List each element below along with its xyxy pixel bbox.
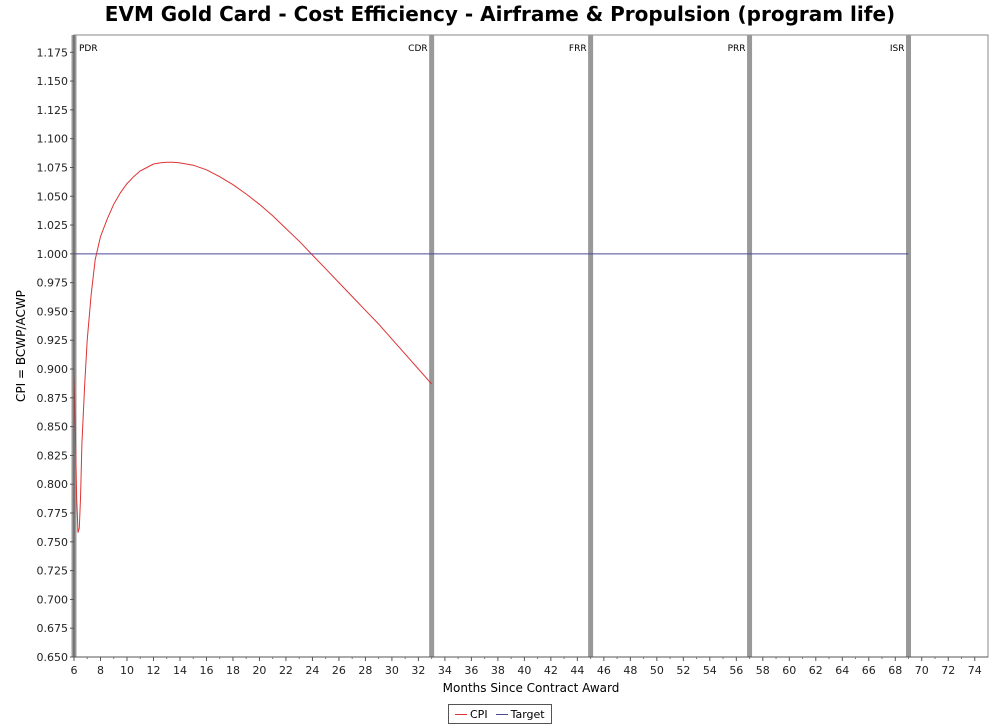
x-tick-label: 10 bbox=[120, 664, 134, 677]
y-axis-title: CPI = BCWP/ACWP bbox=[14, 290, 28, 402]
y-tick-label: 0.875 bbox=[37, 392, 69, 405]
milestone-label-frr: FRR bbox=[569, 44, 587, 54]
y-tick-label: 0.675 bbox=[37, 622, 69, 635]
x-tick-label: 64 bbox=[835, 664, 849, 677]
y-tick-label: 0.900 bbox=[37, 363, 69, 376]
x-tick-label: 46 bbox=[597, 664, 611, 677]
y-tick-label: 1.125 bbox=[37, 104, 69, 117]
legend-label-cpi: CPI bbox=[470, 707, 488, 721]
x-tick-label: 18 bbox=[226, 664, 240, 677]
x-tick-label: 52 bbox=[676, 664, 690, 677]
x-tick-label: 24 bbox=[305, 664, 319, 677]
x-tick-label: 68 bbox=[888, 664, 902, 677]
x-tick-label: 36 bbox=[464, 664, 478, 677]
x-tick-label: 26 bbox=[332, 664, 346, 677]
x-tick-label: 8 bbox=[97, 664, 104, 677]
milestone-label-prr: PRR bbox=[728, 44, 746, 54]
y-tick-label: 0.775 bbox=[37, 507, 69, 520]
x-tick-label: 28 bbox=[358, 664, 372, 677]
legend-item-cpi: CPI bbox=[455, 708, 488, 721]
legend-swatch-target bbox=[495, 713, 508, 715]
y-tick-label: 1.100 bbox=[37, 133, 69, 146]
milestone-label-cdr: CDR bbox=[408, 44, 427, 54]
x-tick-label: 72 bbox=[941, 664, 955, 677]
y-tick-label: 0.750 bbox=[37, 536, 69, 549]
x-tick-label: 60 bbox=[782, 664, 796, 677]
y-tick-label: 0.825 bbox=[37, 449, 69, 462]
x-tick-label: 74 bbox=[968, 664, 982, 677]
chart-title: EVM Gold Card - Cost Efficiency - Airfra… bbox=[104, 2, 896, 26]
x-tick-label: 20 bbox=[252, 664, 266, 677]
x-tick-label: 38 bbox=[491, 664, 505, 677]
milestone-label-pdr: PDR bbox=[79, 44, 98, 54]
y-tick-label: 1.050 bbox=[37, 190, 69, 203]
y-tick-label: 0.700 bbox=[37, 593, 69, 606]
x-tick-label: 58 bbox=[756, 664, 770, 677]
x-tick-label: 40 bbox=[517, 664, 531, 677]
legend-swatch-cpi bbox=[455, 713, 467, 715]
x-tick-label: 44 bbox=[570, 664, 584, 677]
x-tick-label: 32 bbox=[411, 664, 425, 677]
y-tick-label: 0.925 bbox=[37, 334, 69, 347]
x-tick-label: 56 bbox=[729, 664, 743, 677]
y-tick-label: 1.025 bbox=[37, 219, 69, 232]
y-tick-label: 0.975 bbox=[37, 277, 69, 290]
x-tick-label: 14 bbox=[173, 664, 187, 677]
y-tick-label: 1.075 bbox=[37, 161, 69, 174]
plot-area bbox=[73, 34, 989, 658]
milestone-label-isr: ISR bbox=[890, 44, 905, 54]
y-tick-label: 0.725 bbox=[37, 565, 69, 578]
x-tick-label: 6 bbox=[71, 664, 78, 677]
chart-plot: PDR CDR FRR PRR ISR 0.650 0.675 0.700 0.725 0.75… bbox=[14, 34, 989, 695]
y-tick-label: 0.650 bbox=[37, 651, 69, 664]
x-tick-label: 50 bbox=[650, 664, 664, 677]
x-tick-label: 12 bbox=[146, 664, 160, 677]
y-tick-label: 1.000 bbox=[37, 248, 69, 261]
x-axis-title: Months Since Contract Award bbox=[443, 681, 620, 695]
x-tick-label: 16 bbox=[199, 664, 213, 677]
y-tick-label: 0.950 bbox=[37, 305, 69, 318]
y-tick-label: 0.800 bbox=[37, 478, 69, 491]
x-tick-label: 22 bbox=[279, 664, 293, 677]
x-tick-label: 30 bbox=[385, 664, 399, 677]
series-line-cpi bbox=[73, 161, 433, 533]
x-tick-label: 34 bbox=[438, 664, 452, 677]
legend-label-target: Target bbox=[510, 707, 545, 721]
legend: CPI Target bbox=[448, 704, 552, 724]
x-tick-label: 42 bbox=[544, 664, 558, 677]
x-tick-label: 54 bbox=[703, 664, 717, 677]
x-tick-label: 48 bbox=[623, 664, 637, 677]
x-tick-label: 62 bbox=[809, 664, 823, 677]
y-tick-label: 1.150 bbox=[37, 75, 69, 88]
legend-item-target: Target bbox=[495, 707, 545, 721]
y-tick-label: 1.175 bbox=[37, 46, 69, 59]
x-tick-label: 70 bbox=[915, 664, 929, 677]
y-tick-label: 0.850 bbox=[37, 421, 69, 434]
x-tick-label: 66 bbox=[862, 664, 876, 677]
